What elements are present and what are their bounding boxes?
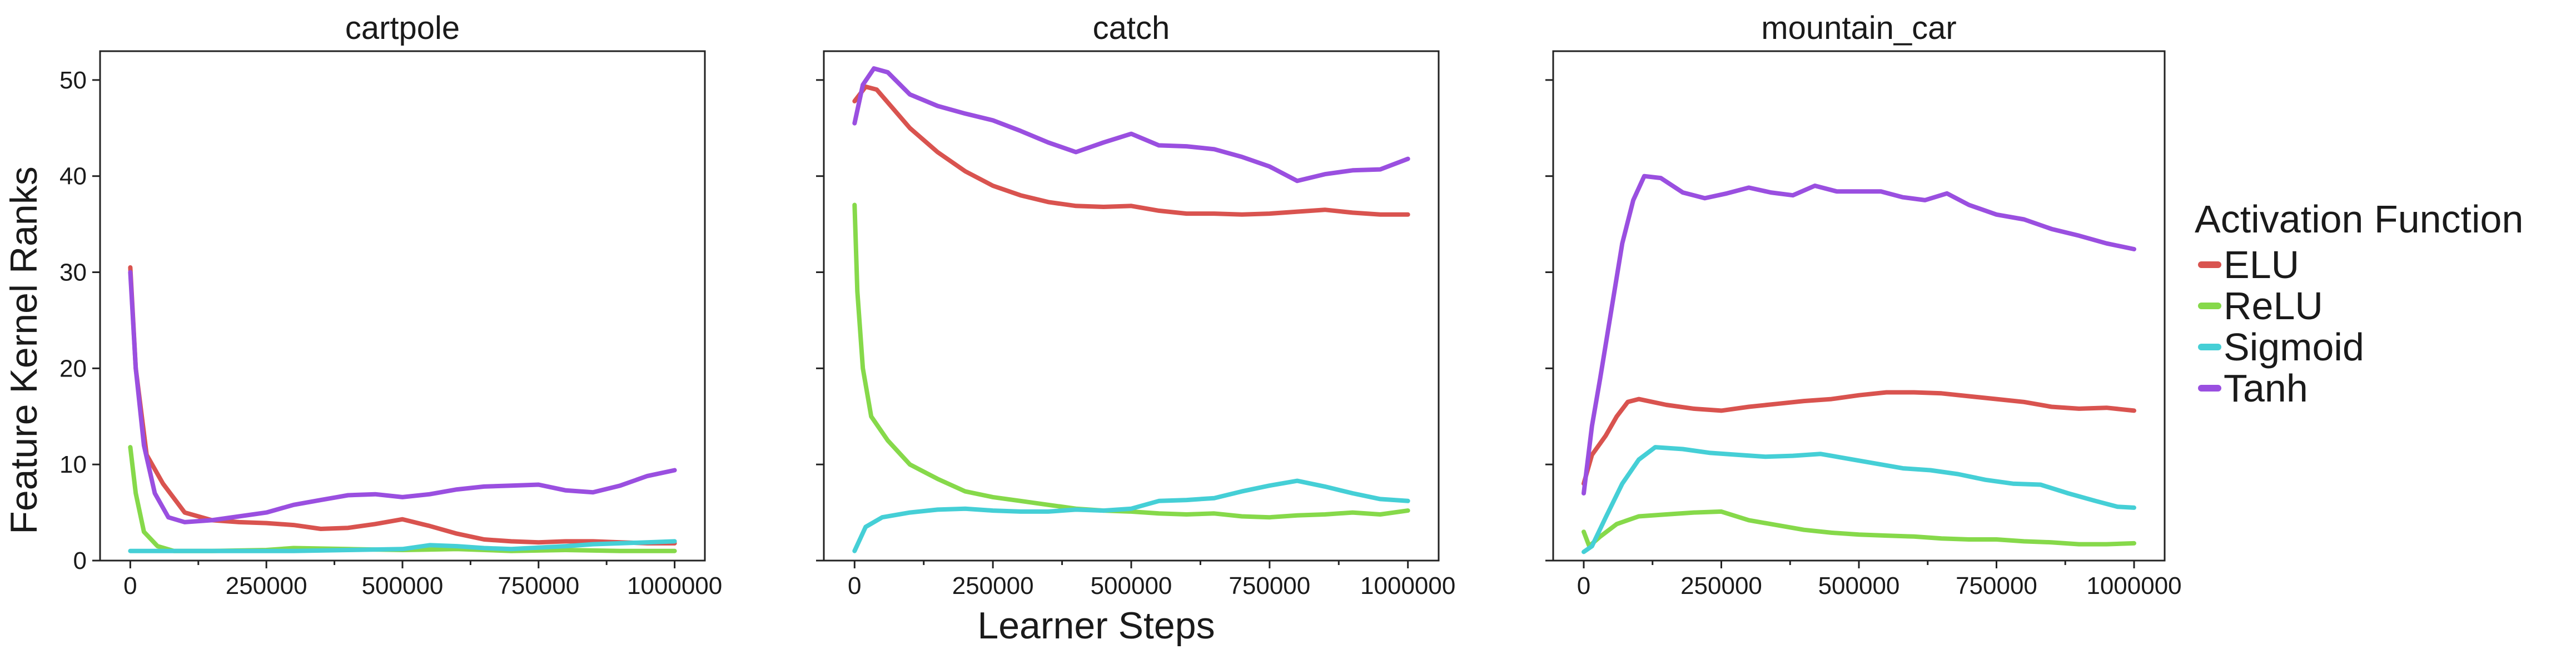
series-line-relu <box>128 445 677 553</box>
y-tick-label: 10 <box>59 451 87 478</box>
legend-item-relu: ReLU <box>2198 284 2323 328</box>
y-tick-label: 40 <box>59 163 87 190</box>
series-line-sigmoid <box>128 539 677 553</box>
legend-item-sigmoid: Sigmoid <box>2198 325 2364 369</box>
series-line-elu <box>852 84 1410 217</box>
panel-title: mountain_car <box>1761 10 1956 46</box>
legend-label: ELU <box>2224 243 2299 286</box>
x-tick-label: 500000 <box>362 572 444 600</box>
x-tick-label: 0 <box>1577 572 1590 600</box>
series-line-relu <box>1582 509 2136 549</box>
series-line-sigmoid <box>1582 445 2136 554</box>
panel-title: catch <box>1093 10 1170 46</box>
panel-mountain-car: mountain_car 0 250000 500000 750000 1000000 <box>1545 10 2182 600</box>
x-tick-label: 0 <box>848 572 861 600</box>
x-tick-label: 750000 <box>498 572 579 600</box>
legend-item-elu: ELU <box>2198 243 2299 286</box>
x-tick-label: 250000 <box>952 572 1034 600</box>
x-axis-label: Learner Steps <box>977 605 1215 647</box>
series-line-tanh <box>128 270 677 524</box>
y-axis-label: Feature Kernel Ranks <box>3 166 45 534</box>
legend-label: ReLU <box>2224 284 2323 328</box>
plot-frame <box>823 50 1440 562</box>
legend-title: Activation Function <box>2195 197 2523 241</box>
y-tick-label: 20 <box>59 355 87 382</box>
series-line-sigmoid <box>852 478 1410 553</box>
series-line-elu <box>1582 390 2136 486</box>
x-tick-label: 750000 <box>1956 572 2037 600</box>
x-tick-label: 250000 <box>1680 572 1762 600</box>
x-tick-label: 250000 <box>226 572 307 600</box>
series-line-tanh <box>1582 174 2136 496</box>
plot-frame <box>1552 50 2166 562</box>
legend-item-tanh: Tanh <box>2198 366 2308 410</box>
x-tick-label: 1000000 <box>2086 572 2181 600</box>
series-line-relu <box>852 202 1410 520</box>
x-tick-label: 500000 <box>1818 572 1900 600</box>
y-tick-label: 0 <box>73 547 87 574</box>
x-tick-label: 500000 <box>1091 572 1172 600</box>
x-tick-label: 750000 <box>1229 572 1310 600</box>
panel-title: cartpole <box>345 10 460 46</box>
plot-frame <box>99 50 706 562</box>
x-tick-label: 1000000 <box>627 572 722 600</box>
panel-catch: catch 0 250000 500000 750000 1000000 <box>816 10 1455 600</box>
x-tick-label: 0 <box>123 572 137 600</box>
legend-label: Sigmoid <box>2224 325 2364 369</box>
y-tick-label: 50 <box>59 67 87 94</box>
panel-cartpole: cartpole 0 250000 500000 750000 1000000 0 10 20 3… <box>59 10 722 600</box>
y-tick-label: 30 <box>59 259 87 286</box>
x-tick-label: 1000000 <box>1360 572 1455 600</box>
series-line-elu <box>128 265 677 546</box>
series-line-tanh <box>852 66 1410 184</box>
legend-label: Tanh <box>2224 366 2308 410</box>
